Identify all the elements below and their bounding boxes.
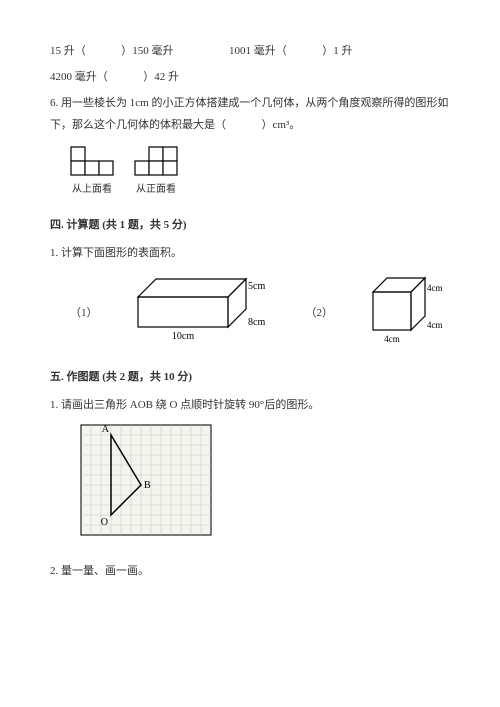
q6-views: 从上面看 从正面看 — [70, 146, 450, 200]
svg-text:4cm: 4cm — [427, 320, 443, 330]
q6-top-view: 从上面看 — [70, 146, 114, 200]
svg-text:A: A — [102, 424, 110, 435]
q6-unit: ）cm³。 — [262, 119, 301, 131]
q5-p2-left: 1001 毫升（ — [229, 45, 287, 57]
sec4-q1: 1. 计算下面图形的表面积。 — [50, 242, 450, 264]
triangle-grid-icon: A B O — [80, 424, 212, 536]
sec5-q2: 2. 量一量、画一画。 — [50, 560, 450, 582]
shape1-label: （1） — [70, 302, 98, 324]
svg-text:B: B — [144, 480, 151, 491]
svg-text:10cm: 10cm — [171, 331, 193, 342]
svg-text:O: O — [101, 517, 108, 528]
q6-body: 6. 用一些棱长为 1cm 的小正方体搭建成一个几何体，从两个角度观察所得的图形… — [50, 97, 448, 131]
q5-p3-left: 4200 毫升（ — [50, 71, 108, 83]
svg-text:8cm: 8cm — [248, 317, 265, 328]
front-view-caption: 从正面看 — [136, 180, 176, 200]
sec4-shapes: （1） 10cm 8cm 5cm （2） 4cm 4cm 4cm — [70, 274, 450, 352]
q6-text: 6. 用一些棱长为 1cm 的小正方体搭建成一个几何体，从两个角度观察所得的图形… — [50, 92, 450, 136]
svg-text:4cm: 4cm — [384, 334, 400, 344]
sec5-q1: 1. 请画出三角形 AOB 绕 O 点顺时针旋转 90°后的图形。 — [50, 394, 450, 416]
cube-icon: 4cm 4cm 4cm — [369, 274, 447, 352]
q5-p1-left: 15 升（ — [50, 45, 86, 57]
q5-p2-right: ）1 升 — [322, 45, 352, 57]
sec5-grid-wrap: A B O — [80, 424, 450, 544]
q6-front-view: 从正面看 — [134, 146, 178, 200]
svg-text:5cm: 5cm — [248, 281, 265, 292]
q5-line2: 4200 毫升（ ）42 升 — [50, 66, 450, 88]
cuboid-icon: 10cm 8cm 5cm — [134, 275, 270, 351]
q5-line1: 15 升（ ）150 毫升 1001 毫升（ ）1 升 — [50, 40, 450, 62]
svg-text:4cm: 4cm — [427, 283, 443, 293]
q5-p3-right: ）42 升 — [143, 71, 179, 83]
q5-p1-right: ）150 毫升 — [121, 45, 173, 57]
front-view-icon — [134, 146, 178, 176]
shape2-label: （2） — [306, 302, 334, 324]
top-view-caption: 从上面看 — [72, 180, 112, 200]
section4-title: 四. 计算题 (共 1 题，共 5 分) — [50, 214, 450, 236]
top-view-icon — [70, 146, 114, 176]
section5-title: 五. 作图题 (共 2 题，共 10 分) — [50, 366, 450, 388]
